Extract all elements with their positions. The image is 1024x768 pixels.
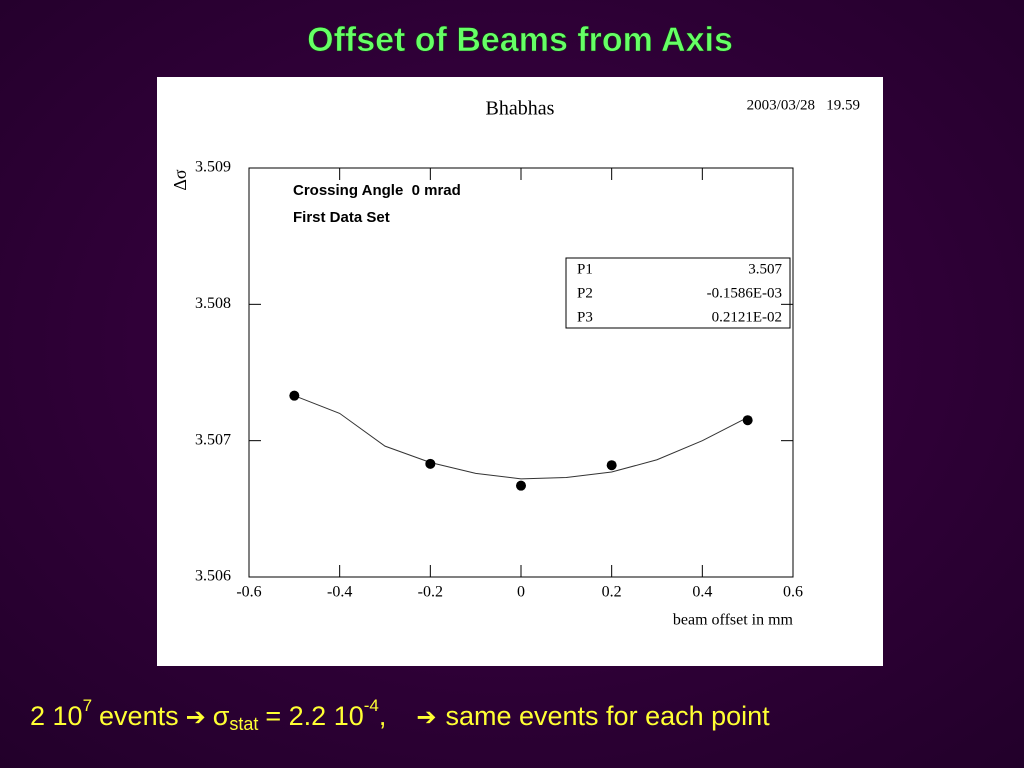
fit-parameter-value: 0.2121E-02	[712, 309, 782, 325]
footer-text: events	[99, 701, 179, 731]
fit-curve	[294, 395, 748, 480]
y-tick-label: 3.507	[195, 431, 231, 448]
x-tick-label: 0.4	[692, 584, 712, 601]
x-axis-label: beam offset in mm	[673, 612, 794, 629]
y-tick-label: 3.508	[195, 295, 231, 312]
data-point	[606, 460, 617, 471]
x-tick-label: 0	[517, 584, 525, 601]
x-tick-label: -0.2	[418, 584, 443, 601]
arrow-icon: ➔	[186, 703, 206, 731]
footer-superscript: 7	[83, 696, 92, 715]
x-tick-label: -0.6	[236, 584, 261, 601]
x-tick-label: -0.4	[327, 584, 352, 601]
arrow-icon: ➔	[416, 703, 436, 731]
footer-text: = 2.2 10	[265, 701, 363, 731]
chart: Bhabhas 2003/03/28 19.59 Δσ beam offset …	[170, 97, 860, 628]
footer-subscript: stat	[229, 714, 258, 734]
slide-title: Offset of Beams from Axis	[307, 21, 733, 59]
footer-symbol: σ	[213, 701, 230, 731]
y-tick-label: 3.509	[195, 159, 231, 176]
x-tick-label: 0.2	[602, 584, 622, 601]
footer: 2 107 events ➔ σstat = 2.2 10-4, ➔ same events…	[30, 696, 770, 733]
y-tick-label: 3.506	[195, 568, 231, 585]
timestamp: 2003/03/28 19.59	[747, 97, 860, 113]
fit-parameter-name: P1	[577, 261, 593, 277]
fit-parameter-value: -0.1586E-03	[707, 285, 782, 301]
chart-panel	[157, 77, 883, 666]
footer-text: same events for each point	[445, 701, 770, 731]
fit-parameter-name: P3	[577, 309, 593, 325]
footer-text: ,	[379, 701, 387, 731]
annotation: First Data Set	[293, 209, 390, 226]
footer-text: 2 10	[30, 701, 83, 731]
data-point	[516, 480, 526, 491]
fit-box	[565, 257, 791, 329]
footer-superscript: -4	[364, 696, 379, 715]
fit-parameter-value: 3.507	[748, 261, 782, 277]
data-point	[289, 390, 300, 401]
y-axis-label: Δσ	[170, 169, 190, 191]
x-tick-label: 0.6	[783, 584, 803, 601]
data-point	[425, 458, 436, 469]
chart-title: Bhabhas	[486, 98, 555, 120]
fit-parameter-name: P2	[577, 285, 593, 301]
annotation: Crossing Angle 0 mrad	[293, 182, 461, 199]
data-point	[742, 415, 753, 426]
